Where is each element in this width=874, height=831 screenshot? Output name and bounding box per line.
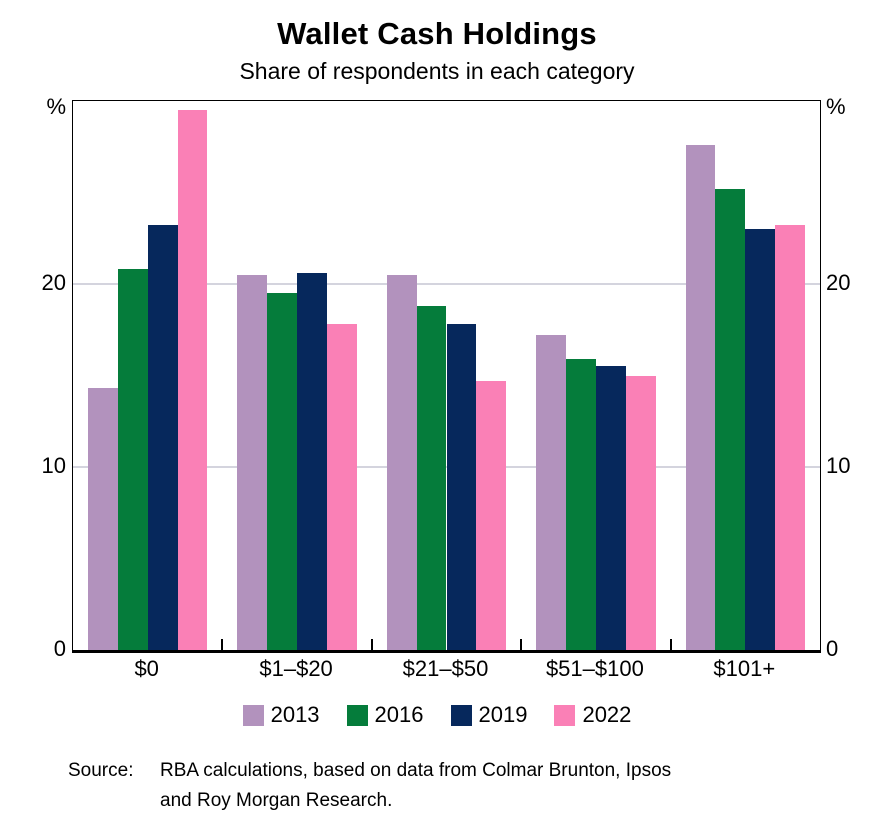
legend-swatch-2016	[346, 704, 368, 726]
category-label-$101+: $101+	[713, 656, 776, 681]
bar-2016-$21–$50	[416, 305, 447, 650]
legend-item-2022: 2022	[554, 702, 631, 728]
bar-2013-$101+	[685, 144, 716, 650]
x-axis-tick	[370, 639, 373, 650]
bar-2022-$21–$50	[476, 381, 507, 650]
legend-label-2019: 2019	[478, 702, 528, 727]
bar-2013-$21–$50	[386, 274, 417, 650]
bar-2022-$51–$100	[625, 375, 656, 650]
bar-2022-$101+	[775, 225, 806, 650]
bar-2013-$51–$100	[536, 335, 566, 650]
legend-swatch-2013	[242, 704, 264, 726]
bar-2013-$1–$20	[237, 274, 268, 650]
legend-item-2019: 2019	[450, 702, 528, 728]
bar-2019-$0	[147, 225, 178, 650]
x-axis-tick	[669, 639, 672, 650]
legend-label-2016: 2016	[374, 702, 424, 727]
y-tick-label-right-0: 0	[826, 636, 839, 661]
gridline-20	[73, 283, 820, 285]
category-label-$1–$20: $1–$20	[259, 656, 333, 681]
y-axis-unit-left: %	[46, 94, 66, 119]
chart-subtitle: Share of respondents in each category	[239, 58, 635, 84]
bar-2013-$0	[87, 388, 118, 650]
source-line-2: and Roy Morgan Research.	[160, 790, 393, 811]
bar-2016-$0	[117, 269, 148, 650]
source-text: RBA calculations, based on data from Col…	[160, 756, 671, 816]
y-tick-label-right-10: 10	[826, 453, 851, 478]
x-axis-tick	[520, 639, 523, 650]
category-label-$21–$50: $21–$50	[402, 656, 489, 681]
source-label: Source:	[68, 760, 134, 781]
legend-swatch-2022	[554, 704, 576, 726]
y-tick-label-left-0: 0	[53, 636, 66, 661]
legend-item-2016: 2016	[346, 702, 424, 728]
bar-2019-$1–$20	[297, 273, 327, 650]
x-axis-tick	[221, 639, 224, 650]
bar-2022-$0	[177, 110, 208, 650]
legend-item-2013: 2013	[242, 702, 320, 728]
chart-title: Wallet Cash Holdings	[277, 16, 597, 51]
plot-area	[72, 100, 821, 653]
category-label-$0: $0	[134, 656, 159, 681]
category-label-$51–$100: $51–$100	[545, 656, 644, 681]
y-tick-label-left-10: 10	[41, 453, 66, 478]
bar-2019-$51–$100	[595, 366, 626, 650]
legend: 2013 2016 2019 2022	[0, 702, 874, 728]
legend-label-2022: 2022	[582, 702, 632, 727]
legend-label-2013: 2013	[270, 702, 320, 727]
bar-2016-$1–$20	[267, 293, 298, 650]
bar-2022-$1–$20	[326, 324, 357, 650]
y-tick-label-left-20: 20	[41, 270, 66, 295]
bar-2019-$21–$50	[446, 324, 477, 650]
bar-2016-$101+	[715, 188, 746, 650]
y-axis-unit-right: %	[826, 94, 846, 119]
y-tick-label-right-20: 20	[826, 270, 851, 295]
bar-2019-$101+	[745, 229, 776, 650]
source-line-1: RBA calculations, based on data from Col…	[160, 760, 672, 781]
bar-2016-$51–$100	[566, 359, 596, 650]
source-note: Source: RBA calculations, based on data …	[68, 756, 671, 816]
legend-swatch-2019	[450, 704, 472, 726]
